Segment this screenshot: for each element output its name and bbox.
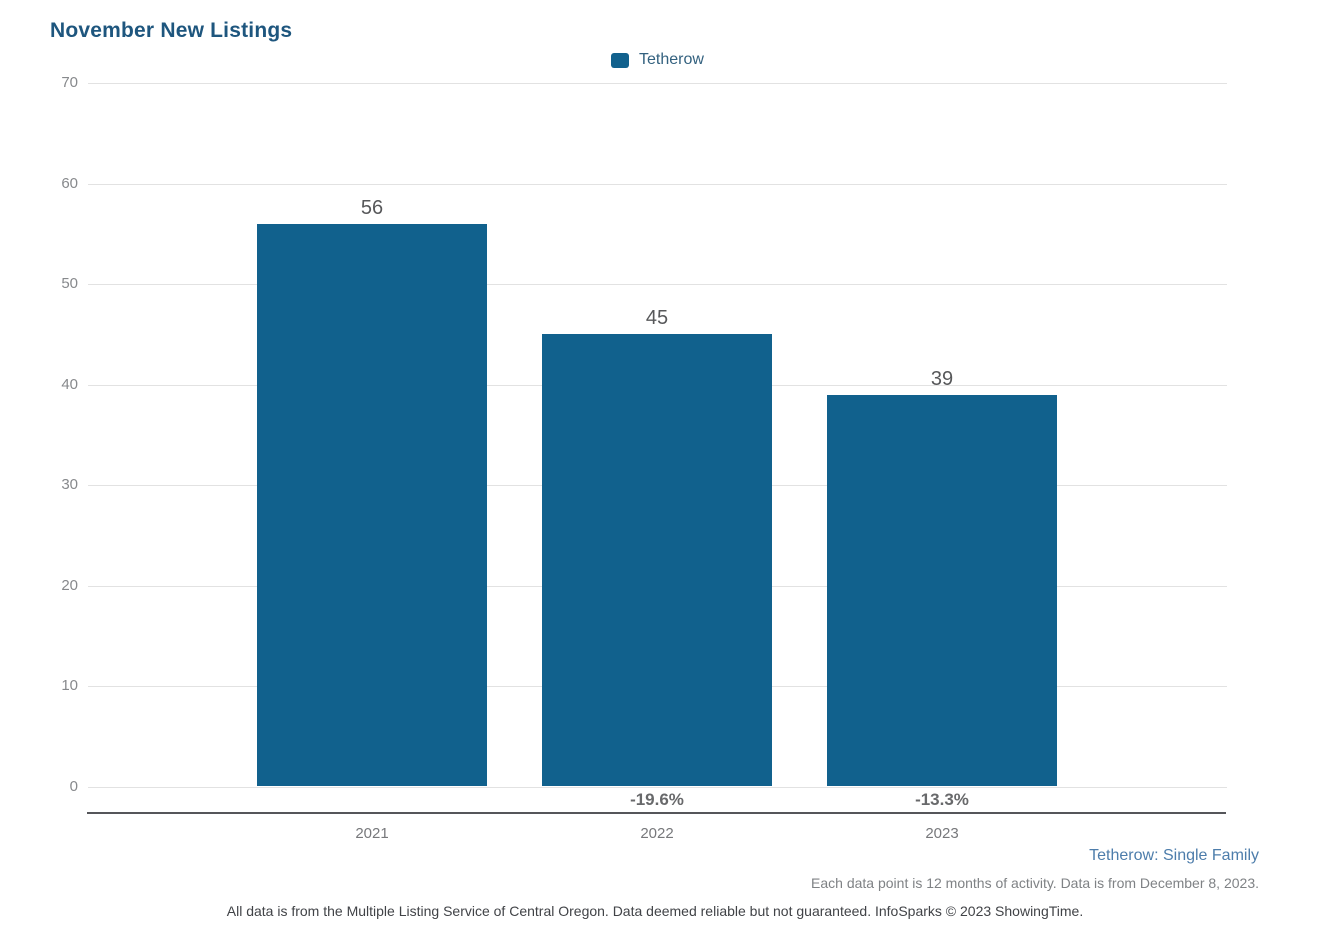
gridline-y-60 [88, 183, 1227, 185]
legend-swatch-icon [611, 52, 630, 68]
disclaimer-note: All data is from the Multiple Listing Se… [226, 903, 1084, 919]
gridline-y-0 [88, 787, 1227, 788]
series-note: Tetherow: Single Family [1089, 847, 1259, 864]
gridline-y-50 [88, 284, 1227, 286]
gridline-y-70 [88, 83, 1227, 84]
bar-value-label: 56 [360, 196, 384, 219]
bar-value-label: 45 [645, 307, 669, 330]
x-axis-line [87, 812, 1226, 814]
x-axis-tick-label: 2022 [640, 825, 674, 842]
x-axis-tick-label: 2021 [355, 825, 389, 842]
y-axis-tick-label: 60 [61, 174, 78, 192]
bar-value-label: 39 [930, 367, 954, 390]
y-axis-tick-label: 70 [61, 74, 78, 91]
y-axis-tick-label: 30 [61, 476, 78, 494]
y-axis-tick-label: 10 [61, 677, 78, 695]
bar-2021[interactable] [257, 223, 487, 786]
chart-title: November New Listings [50, 19, 293, 42]
x-axis-tick-label: 2023 [925, 825, 959, 842]
bar-2023[interactable] [827, 394, 1057, 786]
pct-change-label: -13.3% [915, 790, 969, 809]
y-axis-tick-label: 50 [61, 275, 78, 293]
y-axis-tick-label: 20 [61, 576, 78, 594]
pct-change-label: -19.6% [630, 790, 684, 809]
y-axis-tick-label: 40 [61, 375, 78, 393]
legend-label: Tetherow [639, 51, 704, 68]
legend: Tetherow [88, 51, 1227, 69]
y-axis-tick-label: 0 [69, 778, 78, 795]
bar-2022[interactable] [542, 334, 772, 786]
data-note: Each data point is 12 months of activity… [811, 875, 1259, 891]
